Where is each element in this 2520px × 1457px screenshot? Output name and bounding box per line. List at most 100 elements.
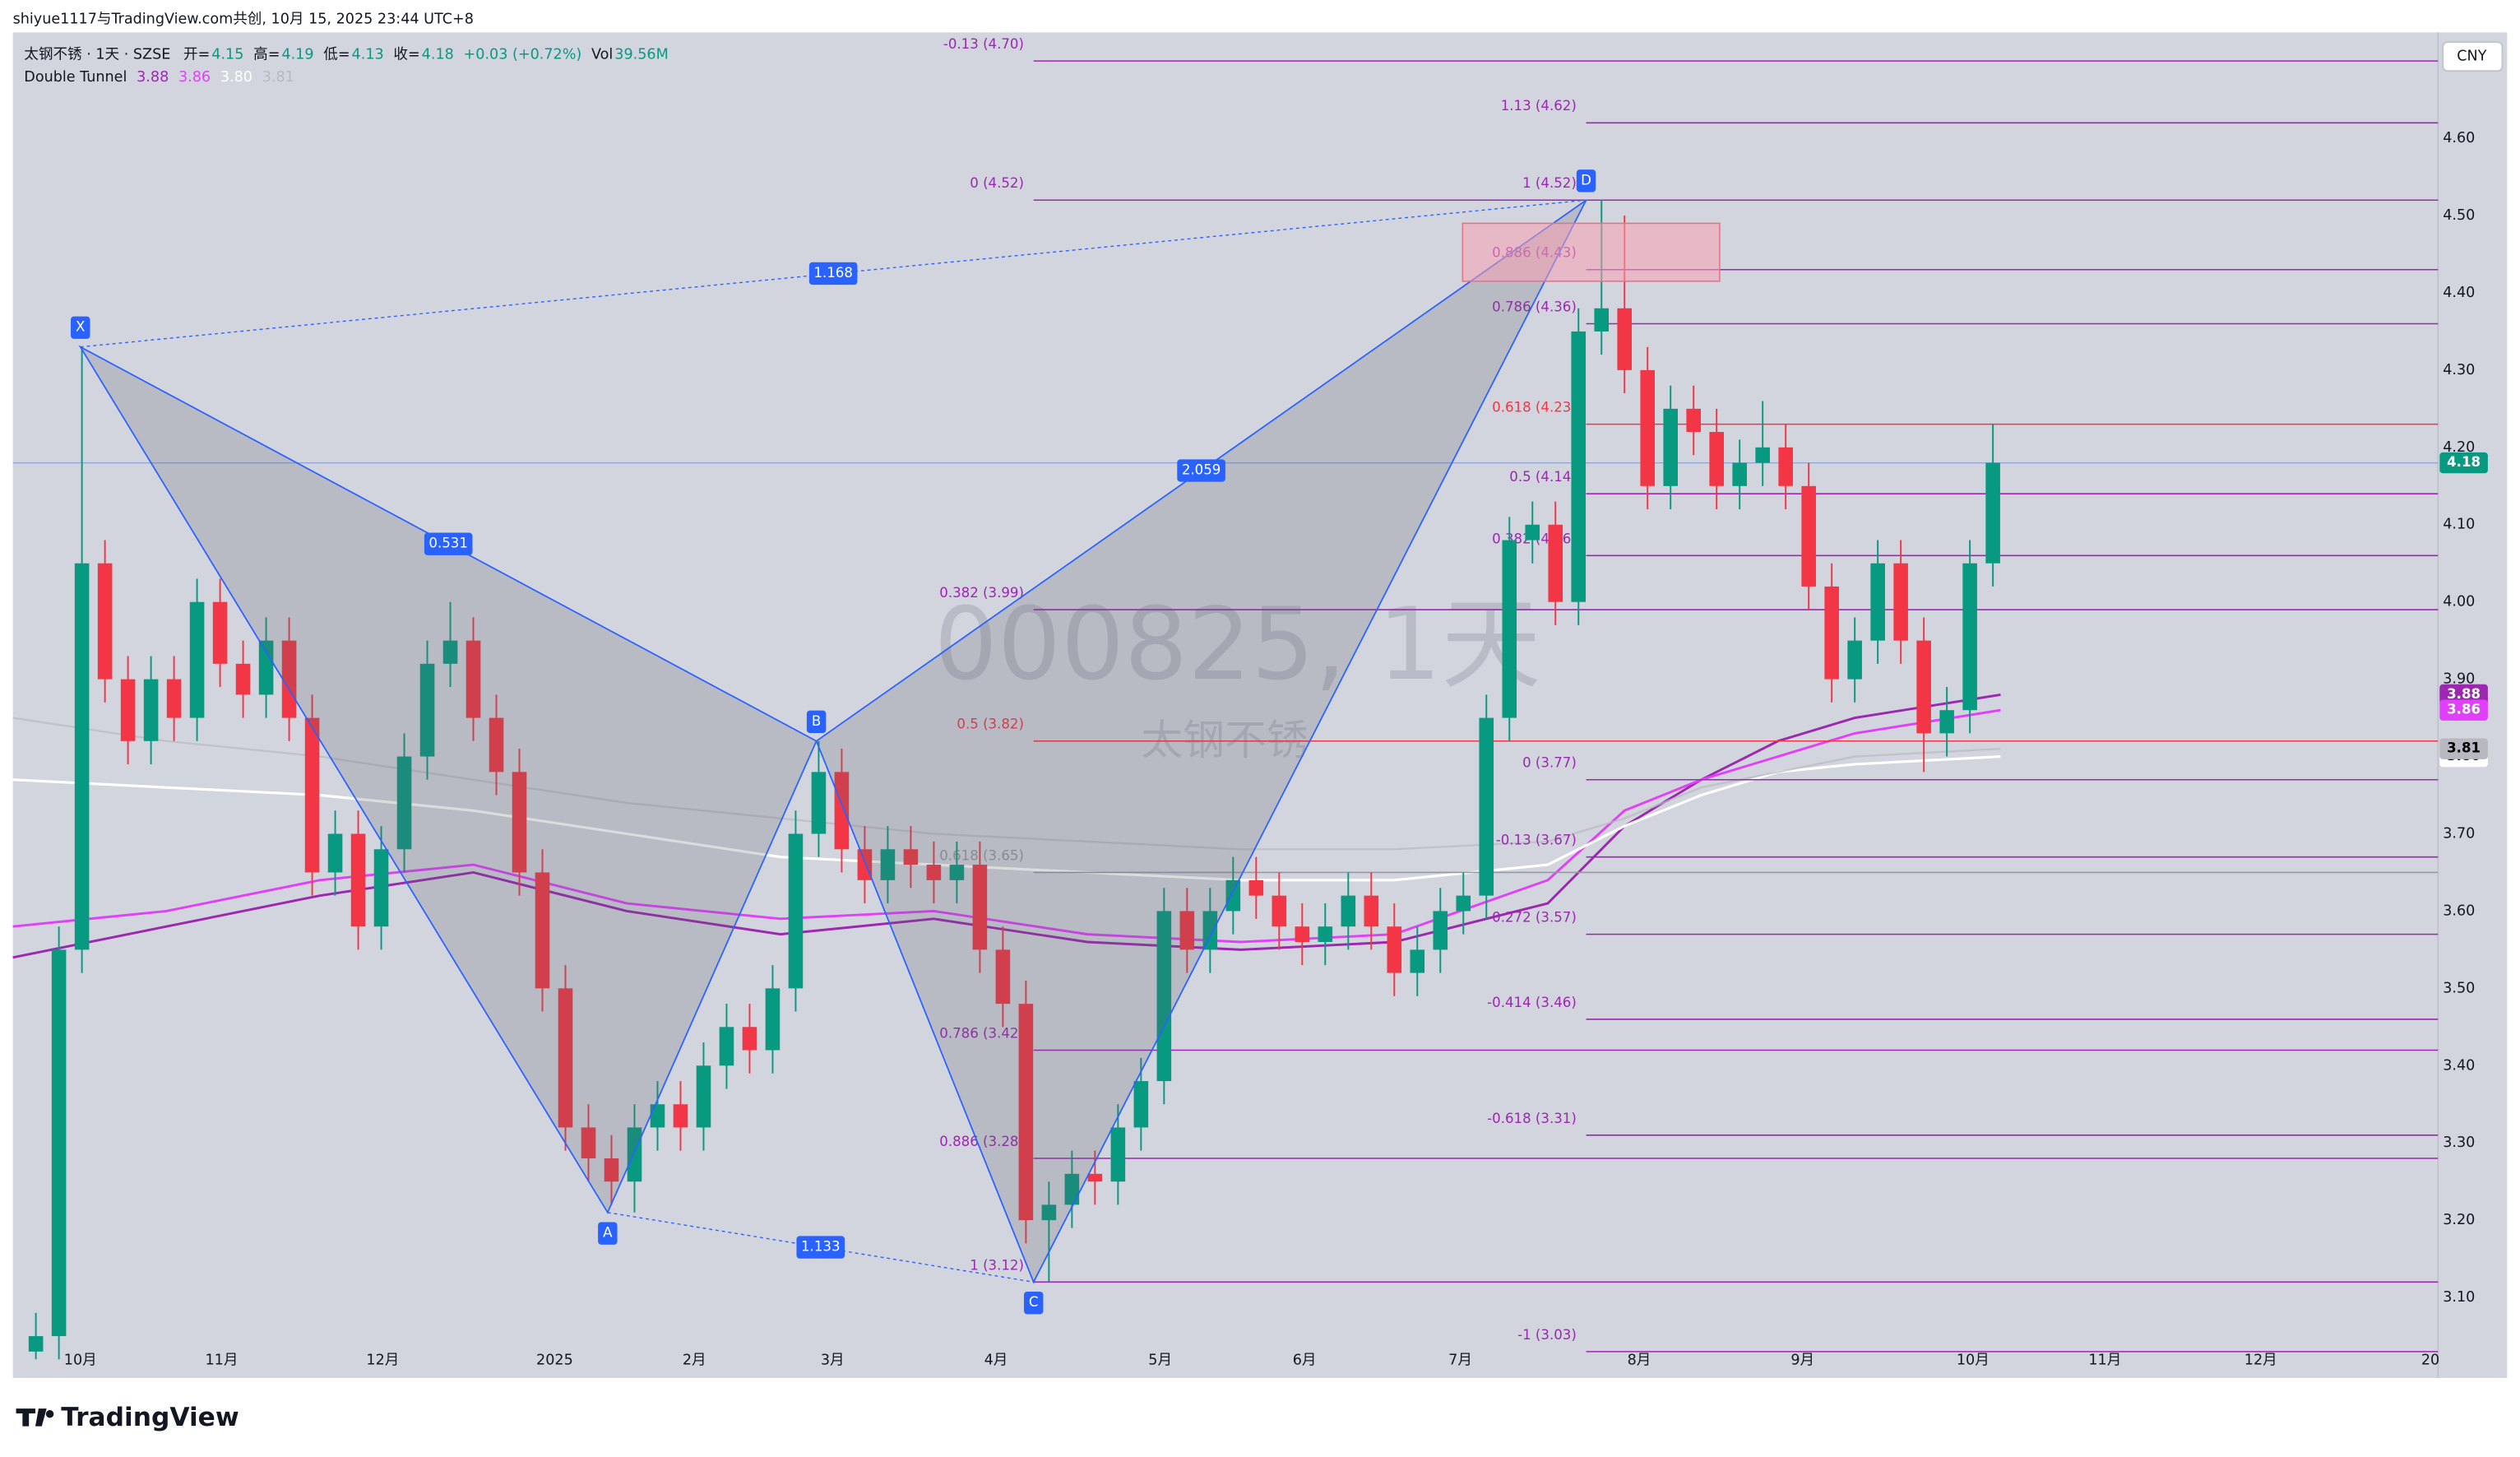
- candle-body: [696, 1065, 711, 1128]
- indicator-name: Double Tunnel: [24, 69, 127, 86]
- candle-body: [1064, 1173, 1080, 1205]
- candle-body: [581, 1127, 596, 1159]
- fib-label: 0 (3.77): [1522, 755, 1577, 771]
- candle-body: [765, 988, 781, 1051]
- point-badge: [806, 710, 827, 733]
- candle-body: [281, 640, 297, 718]
- fib-label: 1 (3.12): [970, 1257, 1024, 1273]
- y-tick-label: 4.50: [2443, 207, 2475, 224]
- ratio-label: 1.133: [801, 1239, 841, 1255]
- brand: TradingView: [61, 1403, 239, 1432]
- candle-body: [1732, 462, 1747, 486]
- point-label: C: [1029, 1294, 1039, 1310]
- fib-label: 0.618 (4.23): [1492, 400, 1577, 415]
- candle-body: [212, 601, 228, 664]
- y-tick-label: 4.30: [2443, 362, 2475, 378]
- candle-body: [350, 833, 366, 927]
- currency: CNY: [2457, 49, 2486, 65]
- y-tick-label: 3.90: [2443, 671, 2475, 688]
- candle-body: [1847, 640, 1862, 680]
- candle-body: [512, 772, 527, 873]
- candle-body: [742, 1027, 757, 1051]
- pattern-link: [80, 199, 1587, 348]
- candle-body: [1156, 911, 1172, 1082]
- point-label: X: [76, 319, 85, 335]
- indicator-value: 3.81: [262, 69, 294, 86]
- candle-body: [650, 1104, 665, 1128]
- volume-label: Vol: [591, 47, 613, 63]
- point-label: B: [812, 713, 821, 729]
- candle-body: [1110, 1127, 1126, 1182]
- fib-label: 0.618 (3.65): [939, 847, 1024, 863]
- x-tick-label: 10月: [1957, 1352, 1990, 1368]
- x-tick-label: 2025: [536, 1352, 573, 1368]
- fib-label: -0.414 (3.46): [1487, 995, 1577, 1010]
- quote-value: 4.13: [352, 47, 384, 63]
- ratio-badge: [808, 262, 858, 285]
- candle-body: [788, 833, 804, 989]
- x-tick-label: 6月: [1293, 1352, 1317, 1368]
- candle-body: [1341, 895, 1356, 927]
- candle-body: [1985, 462, 2000, 564]
- watermark-sub: 太钢不锈: [1141, 716, 1308, 764]
- ratio-label: 0.531: [428, 536, 468, 551]
- quote-label: 收=: [393, 47, 419, 63]
- candle-body: [811, 772, 827, 834]
- fib-label: -0.13 (3.67): [1496, 833, 1577, 848]
- candle-body: [97, 563, 113, 680]
- candle-body: [396, 756, 412, 850]
- candle-body: [1133, 1081, 1149, 1128]
- x-tick-label: 12月: [366, 1352, 399, 1368]
- x-tick-label: 2月: [683, 1352, 706, 1368]
- x-tick-label: 12月: [2244, 1352, 2277, 1368]
- quote-value: 4.15: [211, 47, 243, 63]
- candle-body: [1870, 563, 1885, 641]
- candle-body: [189, 601, 205, 718]
- candle-body: [51, 949, 67, 1337]
- quote-label: 低=: [323, 47, 350, 63]
- candle-body: [419, 663, 435, 757]
- quote-label: 高=: [253, 47, 280, 63]
- tunnel-badge: 3.88: [2447, 686, 2481, 702]
- candle-body: [327, 833, 343, 873]
- candle-body: [235, 663, 251, 695]
- x-tick-label: 7月: [1448, 1352, 1472, 1368]
- candle-body: [1387, 926, 1402, 973]
- currency-badge[interactable]: [2442, 41, 2504, 72]
- x-tick-label: 20: [2421, 1352, 2439, 1368]
- point-badge: [71, 316, 90, 339]
- point-badge: [1023, 1292, 1044, 1315]
- y-tick-label: 3.10: [2443, 1289, 2475, 1306]
- x-tick-label: 9月: [1790, 1352, 1814, 1368]
- fib-label: 0.382 (3.99): [939, 585, 1024, 601]
- fib-label: -1 (3.03): [1517, 1327, 1577, 1343]
- candle-body: [143, 679, 159, 741]
- x-tick-label: 8月: [1628, 1352, 1651, 1368]
- candle-body: [1778, 447, 1793, 486]
- y-tick-label: 4.00: [2443, 594, 2475, 610]
- candle-body: [1686, 408, 1701, 433]
- candle-body: [466, 640, 481, 718]
- price-badge: 4.18: [2447, 454, 2481, 470]
- x-tick-label: 3月: [821, 1352, 845, 1368]
- candle-body: [1962, 563, 1977, 711]
- quote-value: 4.18: [422, 47, 454, 63]
- candle-body: [1202, 911, 1218, 950]
- candle-body: [1709, 432, 1724, 486]
- candle-body: [1018, 1004, 1034, 1221]
- candle-body: [1594, 308, 1610, 332]
- candle-body: [1225, 879, 1241, 912]
- quote-label: 开=: [183, 47, 210, 63]
- candle-body: [1410, 949, 1425, 973]
- candle-body: [1548, 524, 1563, 602]
- candle-body: [1087, 1173, 1103, 1182]
- candle-body: [74, 563, 90, 950]
- candle-body: [627, 1127, 642, 1182]
- candle-body: [903, 849, 919, 865]
- candle-body: [1502, 540, 1517, 718]
- x-tick-label: 4月: [984, 1352, 1008, 1368]
- tunnel-badge-bg: [2439, 699, 2488, 721]
- candle-body: [604, 1158, 619, 1182]
- candle-body: [673, 1104, 688, 1128]
